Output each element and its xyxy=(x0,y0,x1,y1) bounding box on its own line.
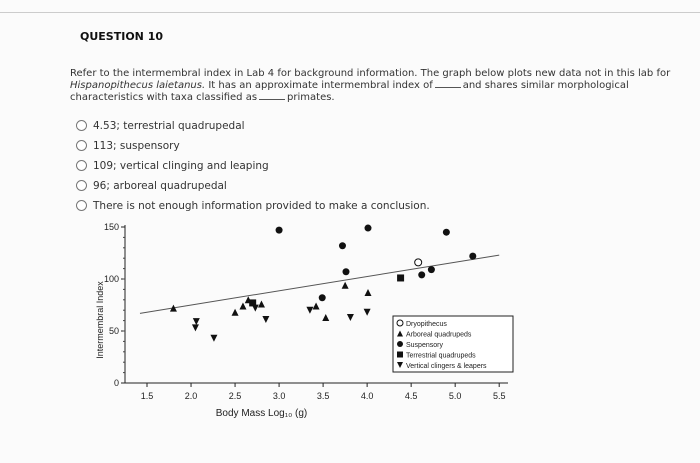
legend-label: Vertical clingers & leapers xyxy=(406,363,487,370)
data-point xyxy=(322,313,330,321)
legend: Dryopithecus Arboreal quadrupeds Suspensor… xyxy=(392,315,514,373)
data-point xyxy=(249,299,257,307)
legend-label: Terrestrial quadrupeds xyxy=(406,353,476,360)
radio[interactable] xyxy=(76,200,87,211)
radio[interactable] xyxy=(76,140,87,151)
x-tick-label: 3.5 xyxy=(317,391,330,401)
x-tick-label: 5.0 xyxy=(449,391,462,401)
y-axis-label: Intermembral Index xyxy=(95,281,105,359)
marker xyxy=(397,341,403,347)
prompt-text: Refer to the intermembral index in Lab 4… xyxy=(70,68,671,79)
marker xyxy=(396,319,404,327)
x-tick-label: 4.0 xyxy=(361,391,374,401)
radio[interactable] xyxy=(76,120,87,131)
data-point xyxy=(262,316,270,324)
data-point xyxy=(210,334,218,342)
option[interactable]: 109; vertical clinging and leaping xyxy=(76,160,269,172)
data-point xyxy=(251,304,259,312)
marker xyxy=(397,362,403,368)
legend-box xyxy=(392,315,514,373)
data-point xyxy=(418,271,426,279)
data-point xyxy=(442,228,450,236)
prompt-text: It has an approximate intermembral index… xyxy=(208,80,433,91)
prompt-text: Hispanopithecus laietanus. xyxy=(70,80,206,91)
question-prompt: Refer to the intermembral index in Lab 4… xyxy=(70,68,670,104)
prompt-text: and shares similar morphological xyxy=(462,80,629,91)
trend-line xyxy=(139,254,500,314)
question-title: QUESTION 10 xyxy=(80,30,164,43)
data-point xyxy=(414,258,423,267)
marker xyxy=(397,330,403,337)
y-tick-label: 0 xyxy=(114,378,119,388)
data-point xyxy=(346,313,354,321)
data-point xyxy=(338,242,346,250)
data-point xyxy=(469,252,477,260)
option-label: 4.53; terrestrial quadrupedal xyxy=(93,120,245,132)
legend-label: Dryopithecus xyxy=(406,321,447,328)
blank xyxy=(259,99,286,100)
radio[interactable] xyxy=(76,180,87,191)
data-point xyxy=(191,324,199,332)
data-point xyxy=(231,308,239,316)
radio[interactable] xyxy=(76,160,87,171)
data-point xyxy=(364,224,372,232)
y-tick-label: 50 xyxy=(109,326,119,336)
blank xyxy=(434,87,461,88)
option[interactable]: There is not enough information provided… xyxy=(76,200,430,212)
x-tick-label: 1.5 xyxy=(141,391,154,401)
data-point xyxy=(364,289,372,297)
x-tick-label: 2.0 xyxy=(185,391,198,401)
data-point xyxy=(342,268,350,276)
option-label: 96; arboreal quadrupedal xyxy=(93,180,227,192)
x-tick-label: 4.5 xyxy=(405,391,418,401)
x-axis-label: Body Mass Log₁₀ (g) xyxy=(216,408,307,419)
x-tick-label: 5.5 xyxy=(493,391,506,401)
option-label: 113; suspensory xyxy=(93,140,180,152)
option[interactable]: 4.53; terrestrial quadrupedal xyxy=(76,120,245,132)
legend-label: Arboreal quadrupeds xyxy=(406,332,472,339)
prompt-text: characteristics with taxa classified as xyxy=(70,92,258,103)
data-point xyxy=(341,281,349,289)
marker xyxy=(397,351,403,358)
data-point xyxy=(257,300,265,308)
data-point xyxy=(192,318,200,326)
option[interactable]: 96; arboreal quadrupedal xyxy=(76,180,227,192)
data-point xyxy=(275,226,283,234)
prompt-text: primates. xyxy=(287,92,335,103)
x-tick-label: 3.0 xyxy=(273,391,286,401)
data-point xyxy=(239,302,247,310)
legend-label: Suspensory xyxy=(406,342,443,349)
option-label: There is not enough information provided… xyxy=(93,200,430,212)
data-point xyxy=(169,304,177,312)
divider xyxy=(0,12,700,13)
data-point xyxy=(427,266,435,274)
data-point xyxy=(363,308,371,316)
data-point xyxy=(306,306,314,314)
data-point xyxy=(318,294,326,302)
option-label: 109; vertical clinging and leaping xyxy=(93,160,269,172)
y-tick-label: 100 xyxy=(104,274,119,284)
data-point xyxy=(397,274,405,282)
y-tick-label: 150 xyxy=(104,222,119,232)
x-tick-label: 2.5 xyxy=(229,391,242,401)
data-point xyxy=(312,302,320,310)
option[interactable]: 113; suspensory xyxy=(76,140,180,152)
